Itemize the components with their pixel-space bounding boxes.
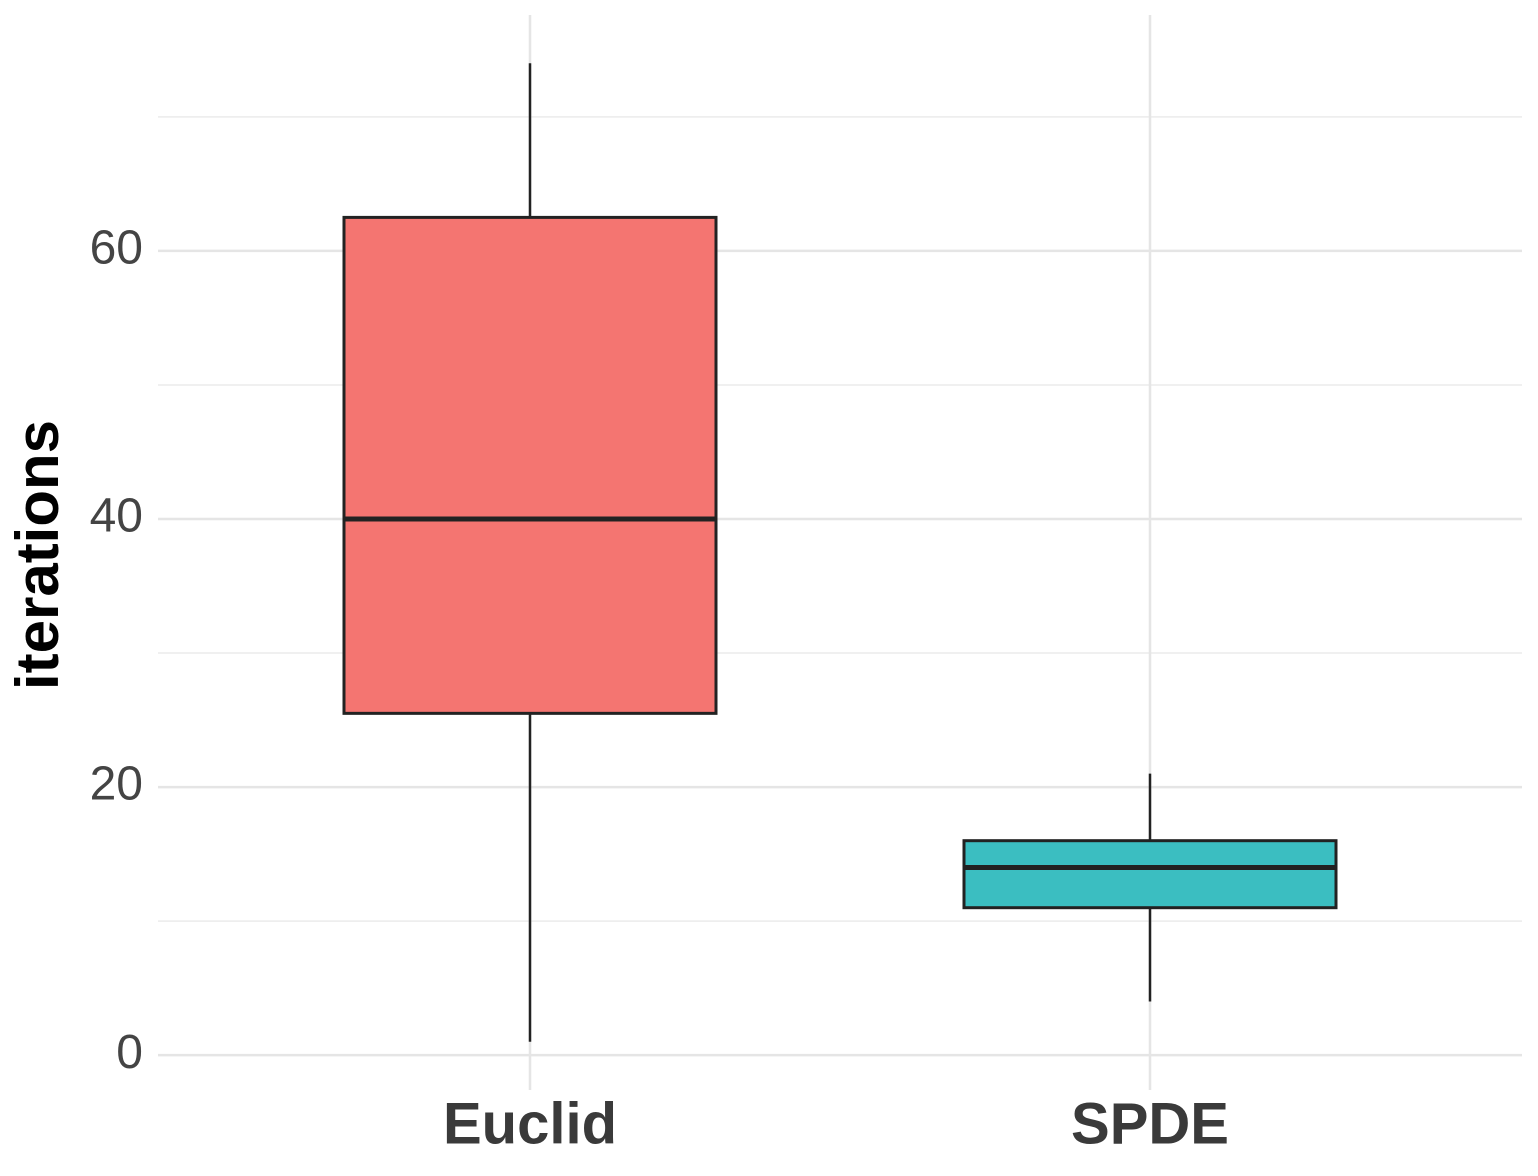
box [342, 215, 718, 715]
y-tick-label: 20 [90, 758, 143, 811]
box [962, 839, 1338, 910]
x-tick-label: Euclid [443, 1091, 617, 1156]
y-tick-label: 60 [90, 222, 143, 275]
x-tick-label: SPDE [1071, 1091, 1229, 1156]
y-axis-title: iterations [4, 420, 71, 690]
y-tick-label: 0 [116, 1026, 143, 1079]
y-tick-label: 40 [90, 490, 143, 543]
